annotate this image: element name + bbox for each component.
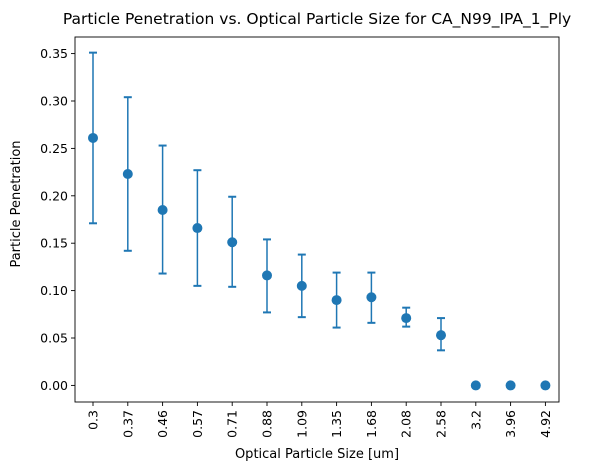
x-tick-label: 0.71 [225, 410, 240, 438]
y-tick-label: 0.20 [40, 188, 68, 203]
data-point [401, 313, 412, 324]
y-tick-label: 0.10 [40, 283, 68, 298]
y-tick-label: 0.15 [40, 236, 68, 251]
data-point [227, 237, 238, 248]
x-tick-label: 0.88 [260, 410, 275, 438]
x-tick-label: 0.57 [190, 410, 205, 438]
axes-frame [74, 36, 560, 403]
chart-title: Particle Penetration vs. Optical Particl… [63, 10, 571, 29]
x-tick-label: 0.37 [120, 410, 135, 438]
x-axis-title: Optical Particle Size [um] [235, 447, 399, 462]
y-tick-label: 0.30 [40, 93, 68, 108]
x-tick-label: 2.58 [434, 410, 449, 438]
x-tick-label: 1.35 [329, 410, 344, 438]
y-tick-label: 0.05 [40, 331, 68, 346]
x-tick-label: 2.08 [399, 410, 414, 438]
data-point [88, 132, 98, 143]
data-point [157, 205, 168, 216]
x-tick-label: 0.46 [155, 410, 170, 438]
data-point [366, 292, 377, 303]
y-tick-label: 0.00 [40, 378, 68, 393]
data-point [331, 295, 342, 306]
y-tick-label: 0.25 [40, 141, 68, 156]
data-point [505, 380, 516, 391]
data-point [122, 168, 133, 179]
data-point [540, 380, 551, 391]
x-tick-label: 1.09 [294, 410, 309, 438]
y-tick-label: 0.35 [40, 46, 68, 61]
x-tick-label: 4.92 [538, 410, 553, 438]
data-point [262, 270, 272, 281]
data-point [470, 380, 481, 391]
data-point [296, 280, 307, 291]
x-tick-label: 1.68 [364, 410, 379, 438]
data-point [436, 330, 446, 341]
y-axis-title: Particle Penetration [9, 140, 24, 267]
plot-area: 0.00 0.05 0.10 0.15 0.20 0.25 0.30 0.35 0.3 0.37 0… [40, 36, 560, 438]
x-tick-label: 0.3 [86, 410, 101, 430]
x-tick-label: 3.96 [503, 410, 518, 438]
data-point [192, 223, 203, 234]
x-tick-label: 3.2 [468, 410, 483, 430]
